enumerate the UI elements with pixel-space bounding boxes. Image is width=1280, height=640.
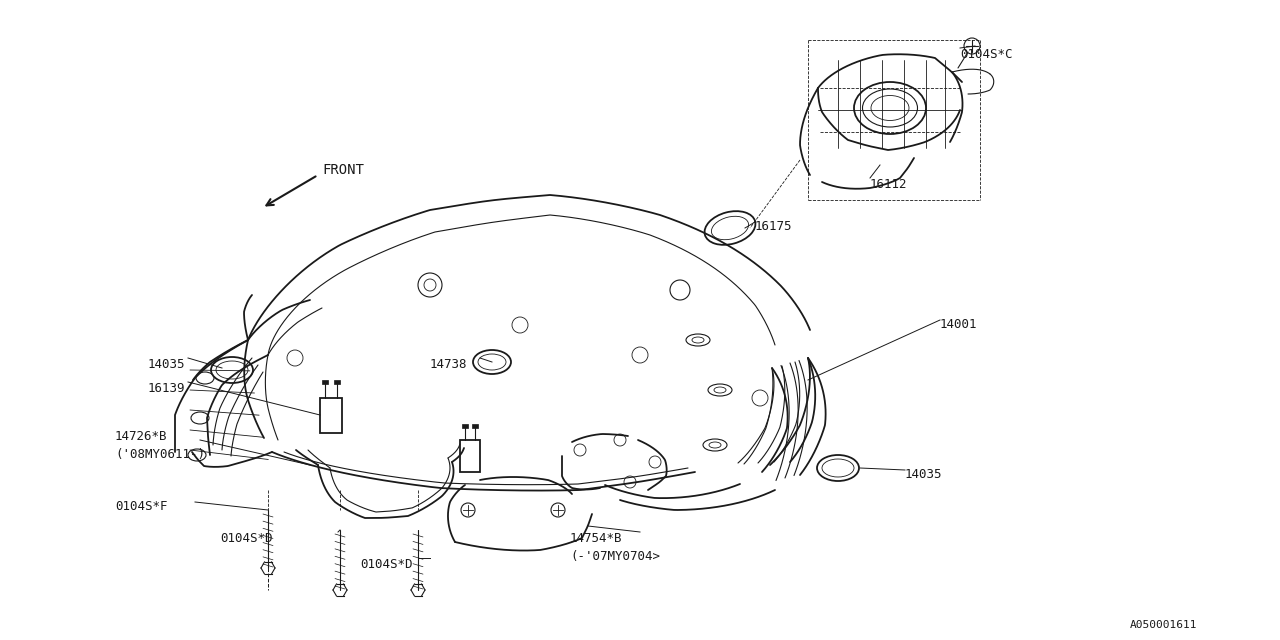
Text: 0104S*C: 0104S*C <box>960 48 1012 61</box>
Text: A050001611: A050001611 <box>1130 620 1198 630</box>
Bar <box>460 440 480 472</box>
Text: 16112: 16112 <box>870 178 908 191</box>
Bar <box>334 380 340 384</box>
Text: 14035: 14035 <box>148 358 186 371</box>
Text: FRONT: FRONT <box>323 163 364 177</box>
Text: 0104S*D: 0104S*D <box>220 532 273 545</box>
Bar <box>323 380 328 384</box>
Text: 14754*B: 14754*B <box>570 532 622 545</box>
Text: 16139: 16139 <box>148 382 186 395</box>
Text: 14035: 14035 <box>905 468 942 481</box>
Bar <box>462 424 468 428</box>
Text: (-'07MY0704>: (-'07MY0704> <box>570 550 660 563</box>
Text: 0104S*F: 0104S*F <box>115 500 168 513</box>
Text: 14001: 14001 <box>940 318 978 331</box>
Text: 14738: 14738 <box>430 358 467 371</box>
Text: 16175: 16175 <box>755 220 792 233</box>
Bar <box>472 424 477 428</box>
Bar <box>320 398 342 433</box>
Text: 14726*B: 14726*B <box>115 430 168 443</box>
Text: 0104S*D: 0104S*D <box>360 558 412 571</box>
Text: ('08MY0611-): ('08MY0611-) <box>115 448 205 461</box>
